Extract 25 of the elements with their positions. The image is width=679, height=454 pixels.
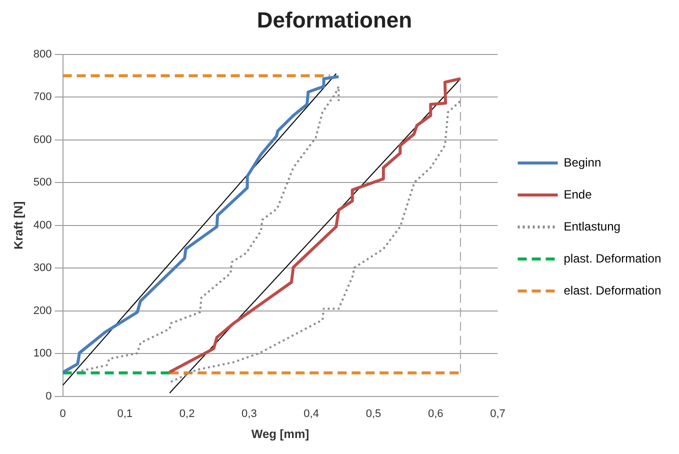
legend-label: plast. Deformation bbox=[564, 251, 662, 266]
legend-label: Beginn bbox=[564, 155, 602, 170]
y-tick-label: 700 bbox=[33, 91, 52, 104]
y-tick-label: 500 bbox=[33, 176, 52, 189]
y-tick-label: 300 bbox=[33, 262, 52, 274]
x-tick-label: 0,4 bbox=[304, 408, 319, 420]
chart-title: Deformationen bbox=[256, 7, 412, 32]
x-tick-label: 0 bbox=[60, 408, 66, 420]
x-tick-label: 0,1 bbox=[117, 408, 133, 420]
y-tick-label: 800 bbox=[33, 48, 52, 60]
x-tick-label: 0,7 bbox=[490, 408, 506, 420]
x-tick-label: 0,2 bbox=[179, 408, 195, 420]
y-axis-title: Kraft [N] bbox=[12, 201, 26, 250]
x-tick-label: 0,3 bbox=[242, 408, 257, 420]
y-tick-label: 600 bbox=[33, 134, 52, 146]
legend-label: elast. Deformation bbox=[564, 283, 662, 298]
legend-label: Entlastung bbox=[564, 219, 620, 234]
y-tick-label: 100 bbox=[33, 348, 52, 360]
x-tick-label: 0,5 bbox=[366, 408, 382, 420]
y-tick-label: 0 bbox=[46, 390, 52, 402]
y-tick-label: 200 bbox=[33, 304, 52, 317]
legend-label: Ende bbox=[564, 187, 592, 202]
y-tick-label: 400 bbox=[33, 219, 52, 232]
x-axis-title: Weg [mm] bbox=[251, 427, 310, 442]
x-tick-label: 0,6 bbox=[428, 408, 444, 420]
